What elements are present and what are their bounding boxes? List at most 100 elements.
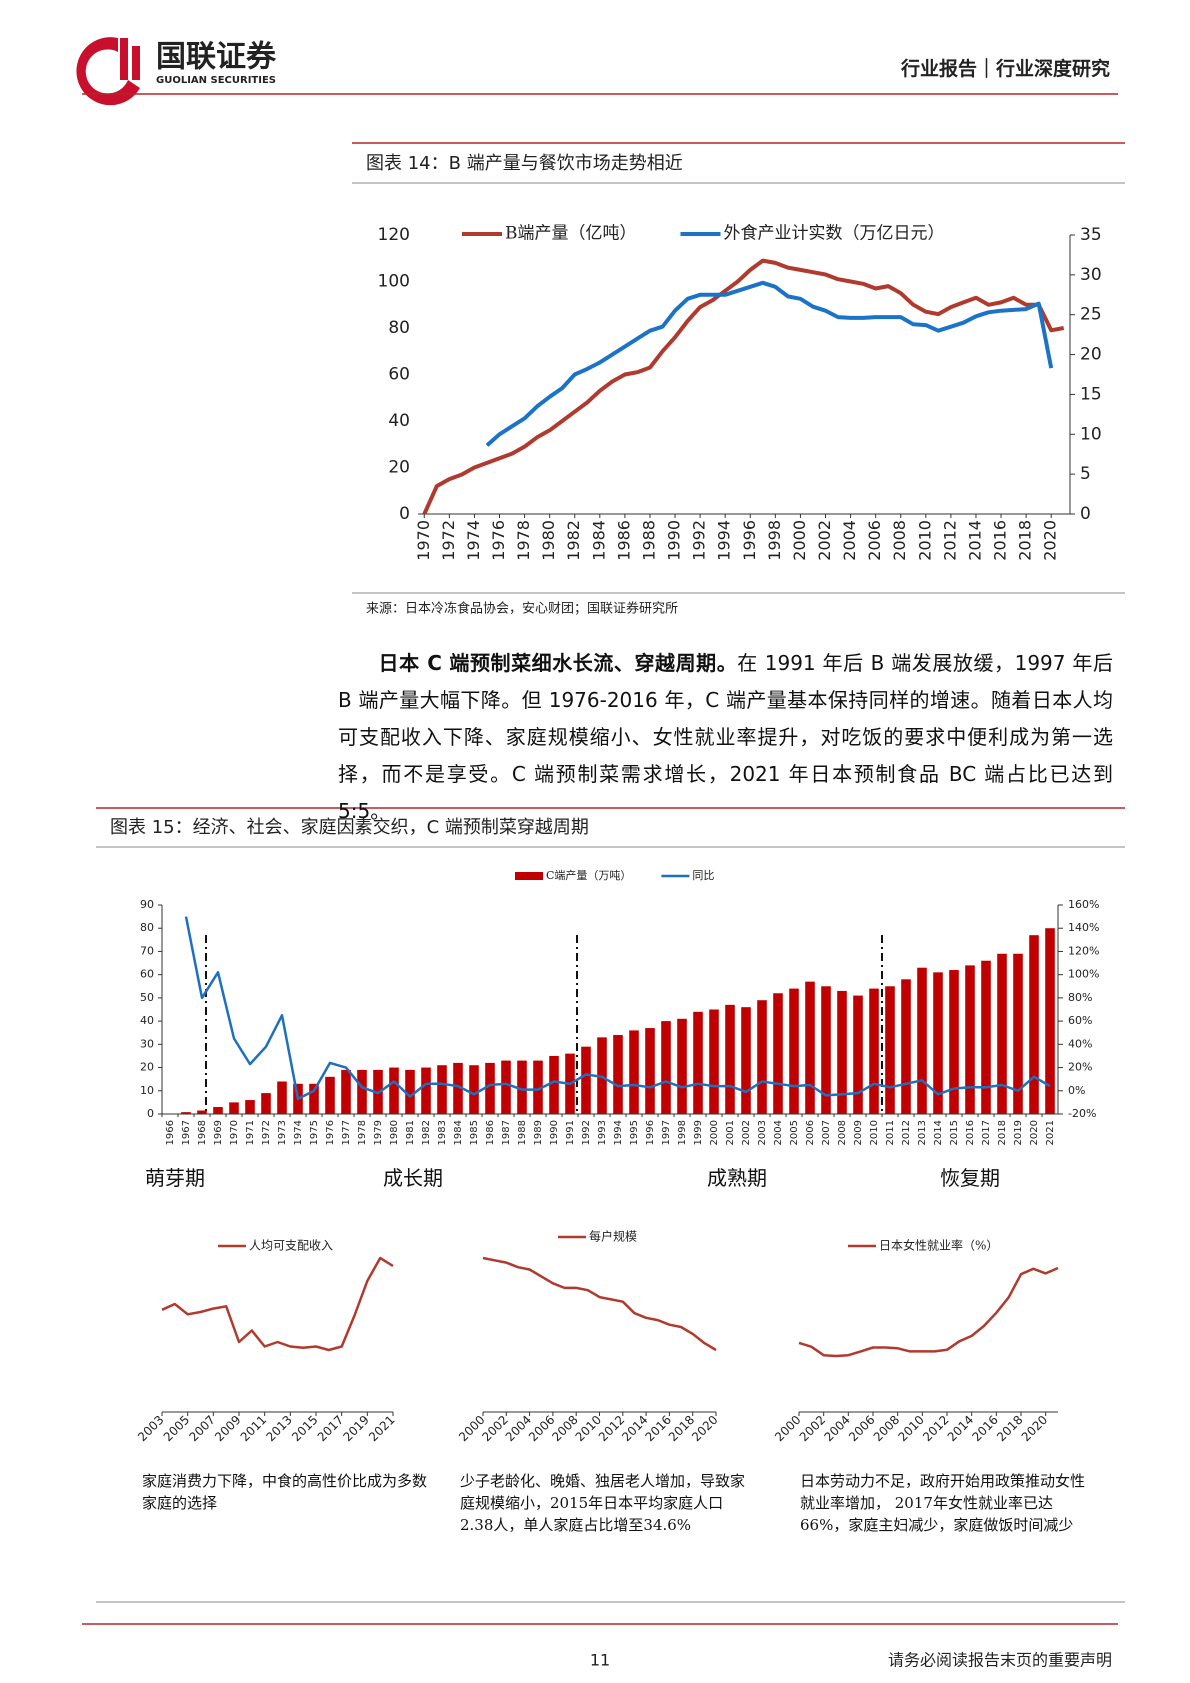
x-tick-label: 1967 <box>181 1120 192 1145</box>
bar <box>789 988 799 1114</box>
bar <box>1029 935 1039 1114</box>
x-tick-label: 2016 <box>969 1413 1000 1444</box>
x-tick-label: 1995 <box>629 1120 640 1145</box>
x-tick-label: 1975 <box>309 1120 320 1145</box>
phase: 萌芽期 <box>145 1166 205 1190</box>
y2-tick-label: 20% <box>1068 1061 1092 1074</box>
x-tick-label: 1969 <box>213 1120 224 1145</box>
legend-label: 外食产业计实数（万亿日元） <box>724 224 945 244</box>
x-tick-label: 2019 <box>340 1413 371 1444</box>
y-tick-label: 40 <box>388 411 410 431</box>
bar <box>965 965 975 1114</box>
bar <box>277 1081 287 1114</box>
x-tick-label: 2004 <box>840 520 859 561</box>
x-tick-label: 2007 <box>186 1413 217 1444</box>
bar <box>677 1018 687 1114</box>
x-tick-label: 2008 <box>549 1413 580 1444</box>
x-tick-label: 1978 <box>514 520 533 561</box>
y2-tick-label: 5 <box>1080 464 1091 484</box>
x-tick-label: 2002 <box>741 1120 752 1145</box>
bar <box>757 1000 767 1114</box>
bar <box>645 1028 655 1114</box>
y-tick-label: 60 <box>388 365 410 385</box>
x-tick-label: 2010 <box>573 1413 604 1444</box>
bar <box>853 995 863 1114</box>
x-tick-label: 1986 <box>485 1120 496 1145</box>
x-tick-label: 1991 <box>565 1120 576 1145</box>
x-tick-label: 2018 <box>1016 520 1035 561</box>
x-tick-label: 2016 <box>991 520 1010 561</box>
source: 来源：日本冷冻食品协会，安心财团；国联证券研究所 <box>366 601 678 617</box>
x-tick-label: 2021 <box>366 1413 397 1444</box>
x-tick-label: 2010 <box>915 520 934 561</box>
x-tick-label: 2014 <box>945 1413 976 1444</box>
bar <box>309 1083 319 1114</box>
x-tick-label: 1970 <box>229 1120 240 1145</box>
bar <box>261 1093 271 1114</box>
x-tick-label: 2012 <box>940 520 959 561</box>
x-tick-label: 1981 <box>405 1120 416 1145</box>
y2-tick-label: 140% <box>1068 921 1099 934</box>
x-tick-label: 2018 <box>994 1413 1025 1444</box>
y2-tick-label: 160% <box>1068 898 1099 911</box>
y2-tick-label: 10 <box>1080 424 1102 444</box>
bar <box>581 1046 591 1114</box>
line <box>798 1266 1059 1358</box>
y-tick-label: 90 <box>140 898 154 911</box>
x-tick-label: 2004 <box>773 1120 784 1145</box>
y-tick-label: 120 <box>378 225 410 245</box>
bar <box>629 1030 639 1114</box>
bar <box>533 1060 543 1114</box>
bar <box>357 1069 367 1114</box>
y2-tick-label: 120% <box>1068 944 1099 957</box>
y-tick-label: 50 <box>140 991 154 1004</box>
x-tick-label: 1977 <box>341 1120 352 1145</box>
x-tick-label: 2008 <box>871 1413 902 1444</box>
x-tick-label: 2012 <box>596 1413 627 1444</box>
brand: 国联证券 <box>156 40 277 75</box>
x-tick-label: 2014 <box>933 1120 944 1145</box>
page-number: 11 <box>590 1651 610 1670</box>
y2-tick-label: 15 <box>1080 384 1102 404</box>
x-tick-label: 2014 <box>965 520 984 561</box>
x-tick-label: 2009 <box>212 1413 243 1444</box>
bar <box>725 1004 735 1114</box>
y-tick-label: 20 <box>140 1061 154 1074</box>
y-tick-label: 10 <box>140 1084 154 1097</box>
x-tick-label: 2020 <box>1019 1413 1050 1444</box>
phase: 成熟期 <box>707 1166 767 1190</box>
x-tick-label: 2019 <box>1013 1120 1024 1145</box>
bar <box>837 990 847 1114</box>
x-tick-label: 2012 <box>901 1120 912 1145</box>
caption: 少子老龄化、晚婚、独居老人增加，导致家庭规模缩小，2015年日本平均家庭人口2.… <box>460 1472 746 1534</box>
bar <box>805 981 815 1114</box>
x-tick-label: 1988 <box>639 520 658 561</box>
x-tick-label: 1983 <box>437 1120 448 1145</box>
x-tick-label: 1980 <box>389 1120 400 1145</box>
bar <box>325 1076 335 1114</box>
bar <box>773 993 783 1114</box>
x-tick-label: 2008 <box>890 520 909 561</box>
phase: 成长期 <box>383 1166 443 1190</box>
bar <box>981 960 991 1114</box>
legend-label: 每户规模 <box>589 1229 637 1244</box>
x-tick-label: 1989 <box>533 1120 544 1145</box>
x-tick-label: 2013 <box>917 1120 928 1145</box>
caption: 家庭消费力下降，中食的高性价比成为多数家庭的选择 <box>142 1472 428 1512</box>
x-tick-label: 1998 <box>765 520 784 561</box>
x-tick-label: 1971 <box>245 1120 256 1145</box>
bar <box>901 979 911 1114</box>
body: 在 1991 年后 B 端发展放缓，1997 年后 B 端产量大幅下降。但 19… <box>338 651 1113 823</box>
y-tick-label: 20 <box>388 458 410 478</box>
caption: 日本劳动力不足，政府开始用政策推动女性就业率增加， 2017年女性就业率已达66… <box>800 1472 1086 1534</box>
figure-label: 图表 15：经济、社会、家庭因素交织，C 端预制菜穿越周期 <box>110 817 589 838</box>
x-tick-label: 2020 <box>689 1413 720 1444</box>
x-tick-label: 1972 <box>261 1120 272 1145</box>
y2-tick-label: 40% <box>1068 1037 1092 1050</box>
line <box>184 916 1051 1101</box>
x-tick-label: 1990 <box>665 520 684 561</box>
bar <box>229 1102 239 1114</box>
x-tick-label: 1985 <box>469 1120 480 1145</box>
bar <box>917 967 927 1114</box>
y-tick-label: 80 <box>140 921 154 934</box>
